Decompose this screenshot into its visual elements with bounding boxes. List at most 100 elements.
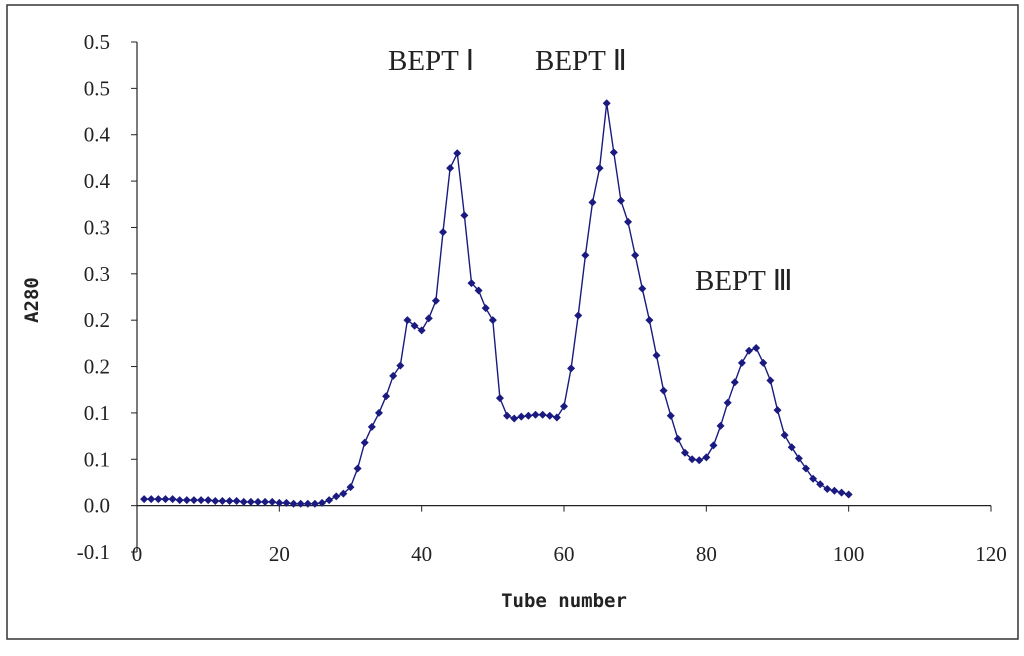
data-point	[175, 496, 184, 505]
data-point	[652, 351, 661, 360]
data-point	[503, 411, 512, 420]
data-point	[296, 499, 305, 508]
data-point	[161, 495, 170, 504]
data-point	[830, 486, 839, 495]
y-tick-label: 0.4	[84, 123, 111, 147]
data-point	[346, 483, 355, 492]
data-point	[624, 217, 633, 226]
data-point	[702, 453, 711, 462]
data-point	[467, 279, 476, 288]
data-point	[659, 386, 668, 395]
data-point	[737, 358, 746, 367]
data-point	[752, 344, 761, 352]
data-point	[289, 499, 298, 508]
y-tick-label: 0.2	[84, 355, 110, 379]
data-point	[396, 361, 405, 370]
data-point	[303, 499, 312, 508]
data-point	[474, 286, 483, 295]
data-point	[382, 392, 391, 401]
data-point	[268, 497, 277, 506]
data-point	[631, 251, 640, 260]
x-tick-label: 60	[554, 542, 575, 566]
annotation: BEPT Ⅲ	[695, 265, 793, 297]
data-point	[332, 492, 341, 501]
data-point	[581, 251, 590, 260]
y-axis-label: A280	[21, 277, 43, 323]
data-point	[353, 464, 362, 473]
data-point	[232, 497, 241, 505]
y-tick-label: 0.3	[84, 262, 110, 286]
x-tick-label: 100	[833, 542, 865, 566]
data-point	[716, 421, 725, 430]
data-point	[673, 434, 682, 443]
y-tick-label: 0.1	[84, 447, 110, 471]
data-point	[154, 495, 163, 504]
data-point	[538, 410, 547, 419]
data-point	[218, 497, 227, 505]
data-point	[275, 498, 284, 507]
data-point	[645, 316, 654, 325]
data-point	[325, 496, 334, 505]
y-tick-label: -0.1	[77, 540, 110, 564]
y-tick-label: 0.5	[84, 30, 110, 54]
x-tick-label: 80	[696, 542, 717, 566]
data-point	[431, 296, 440, 305]
data-point	[417, 326, 426, 335]
data-point	[197, 496, 206, 505]
data-point	[261, 497, 270, 506]
x-tick-label: 120	[975, 542, 1007, 566]
data-point	[253, 497, 262, 506]
data-point	[766, 376, 775, 385]
data-point	[801, 464, 810, 473]
data-point	[773, 406, 782, 415]
y-tick-label: 0.1	[84, 401, 110, 425]
x-tick-label: 40	[411, 542, 432, 566]
data-point	[567, 364, 576, 373]
data-point	[730, 378, 739, 387]
data-point	[424, 314, 433, 323]
x-tick-label: 20	[269, 542, 290, 566]
data-point	[367, 422, 376, 431]
y-tick-label: 0.3	[84, 215, 110, 239]
data-point	[439, 228, 448, 237]
data-point	[453, 149, 462, 158]
data-point	[410, 321, 419, 330]
data-point	[239, 497, 248, 506]
data-point	[723, 398, 732, 407]
data-point	[517, 412, 526, 421]
data-point	[709, 441, 718, 450]
data-line	[144, 103, 849, 505]
data-point	[588, 198, 597, 207]
data-point	[823, 484, 832, 493]
frame	[6, 4, 1019, 640]
data-point	[182, 496, 191, 505]
data-point	[638, 284, 647, 293]
data-point	[531, 410, 540, 419]
data-point	[609, 148, 618, 157]
x-axis-label: Tube number	[501, 590, 627, 612]
data-point	[318, 498, 327, 507]
data-point	[211, 497, 220, 505]
data-point	[616, 196, 625, 205]
data-point	[147, 495, 156, 504]
data-point	[488, 316, 497, 325]
data-point	[595, 164, 604, 173]
data-point	[524, 411, 533, 420]
y-tick-label: 0.0	[84, 494, 110, 518]
data-point	[552, 413, 561, 422]
data-point	[780, 431, 789, 440]
data-point	[666, 411, 675, 420]
data-point	[495, 394, 504, 403]
data-point	[460, 211, 469, 220]
y-tick-label: 0.4	[84, 169, 111, 193]
data-point	[844, 490, 853, 499]
data-point	[837, 488, 846, 497]
data-point	[545, 411, 554, 420]
data-point	[310, 499, 319, 508]
data-point	[204, 496, 213, 505]
data-point	[374, 408, 383, 417]
data-point	[574, 311, 583, 320]
data-point	[759, 358, 768, 367]
data-point	[695, 456, 704, 465]
